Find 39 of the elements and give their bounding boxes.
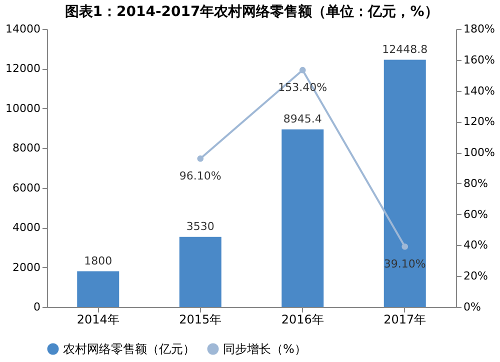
data-label: 12448.8: [382, 42, 428, 56]
point: [197, 155, 204, 162]
data-label: 8945.4: [283, 112, 322, 126]
data-label: 39.10%: [384, 258, 426, 271]
y2-tick-label: 180%: [464, 22, 495, 36]
x-tick-label: 2016年: [281, 312, 324, 326]
chart-title: 图表1：2014-2017年农村网络零售额（单位：亿元，%）: [64, 3, 438, 20]
y-tick-label: 6000: [12, 181, 40, 194]
y2-tick-label: 160%: [464, 53, 495, 66]
y-tick-label: 10000: [6, 102, 40, 115]
y2-tick-label: 80%: [464, 176, 488, 190]
y2-tick-label: 40%: [464, 238, 488, 252]
point: [402, 243, 408, 250]
data-label: 1800: [84, 254, 112, 268]
y-tick-label: 8000: [12, 142, 40, 155]
y-tick-label: 2000: [12, 260, 40, 274]
x-tick-label: 2017年: [384, 312, 426, 326]
bar: [282, 129, 324, 307]
y2-tick-label: 20%: [464, 270, 488, 283]
bar: [77, 271, 120, 307]
bar: [384, 60, 426, 307]
y-tick-label: 0: [34, 300, 40, 314]
y-tick-label: 4000: [12, 221, 40, 234]
y2-tick-label: 100%: [464, 146, 495, 160]
y-tick-label: 12000: [6, 62, 40, 76]
bar: [179, 236, 222, 307]
data-label: 153.40%: [278, 81, 328, 94]
data-label: 96.10%: [179, 170, 222, 183]
point: [299, 66, 306, 74]
y2-tick-label: 120%: [464, 115, 495, 128]
y-tick-label: 14000: [6, 22, 40, 36]
x-tick-label: 2015年: [179, 312, 222, 326]
legend-label: 同步增长（%）: [223, 342, 306, 356]
y2-tick-label: 60%: [464, 208, 488, 221]
legend-label: 农村网络零售额（亿元）: [63, 342, 195, 356]
data-label: 3530: [186, 220, 214, 233]
y2-tick-label: 0%: [464, 300, 481, 314]
y2-tick-label: 140%: [464, 84, 495, 98]
x-tick-label: 2014年: [76, 312, 120, 326]
